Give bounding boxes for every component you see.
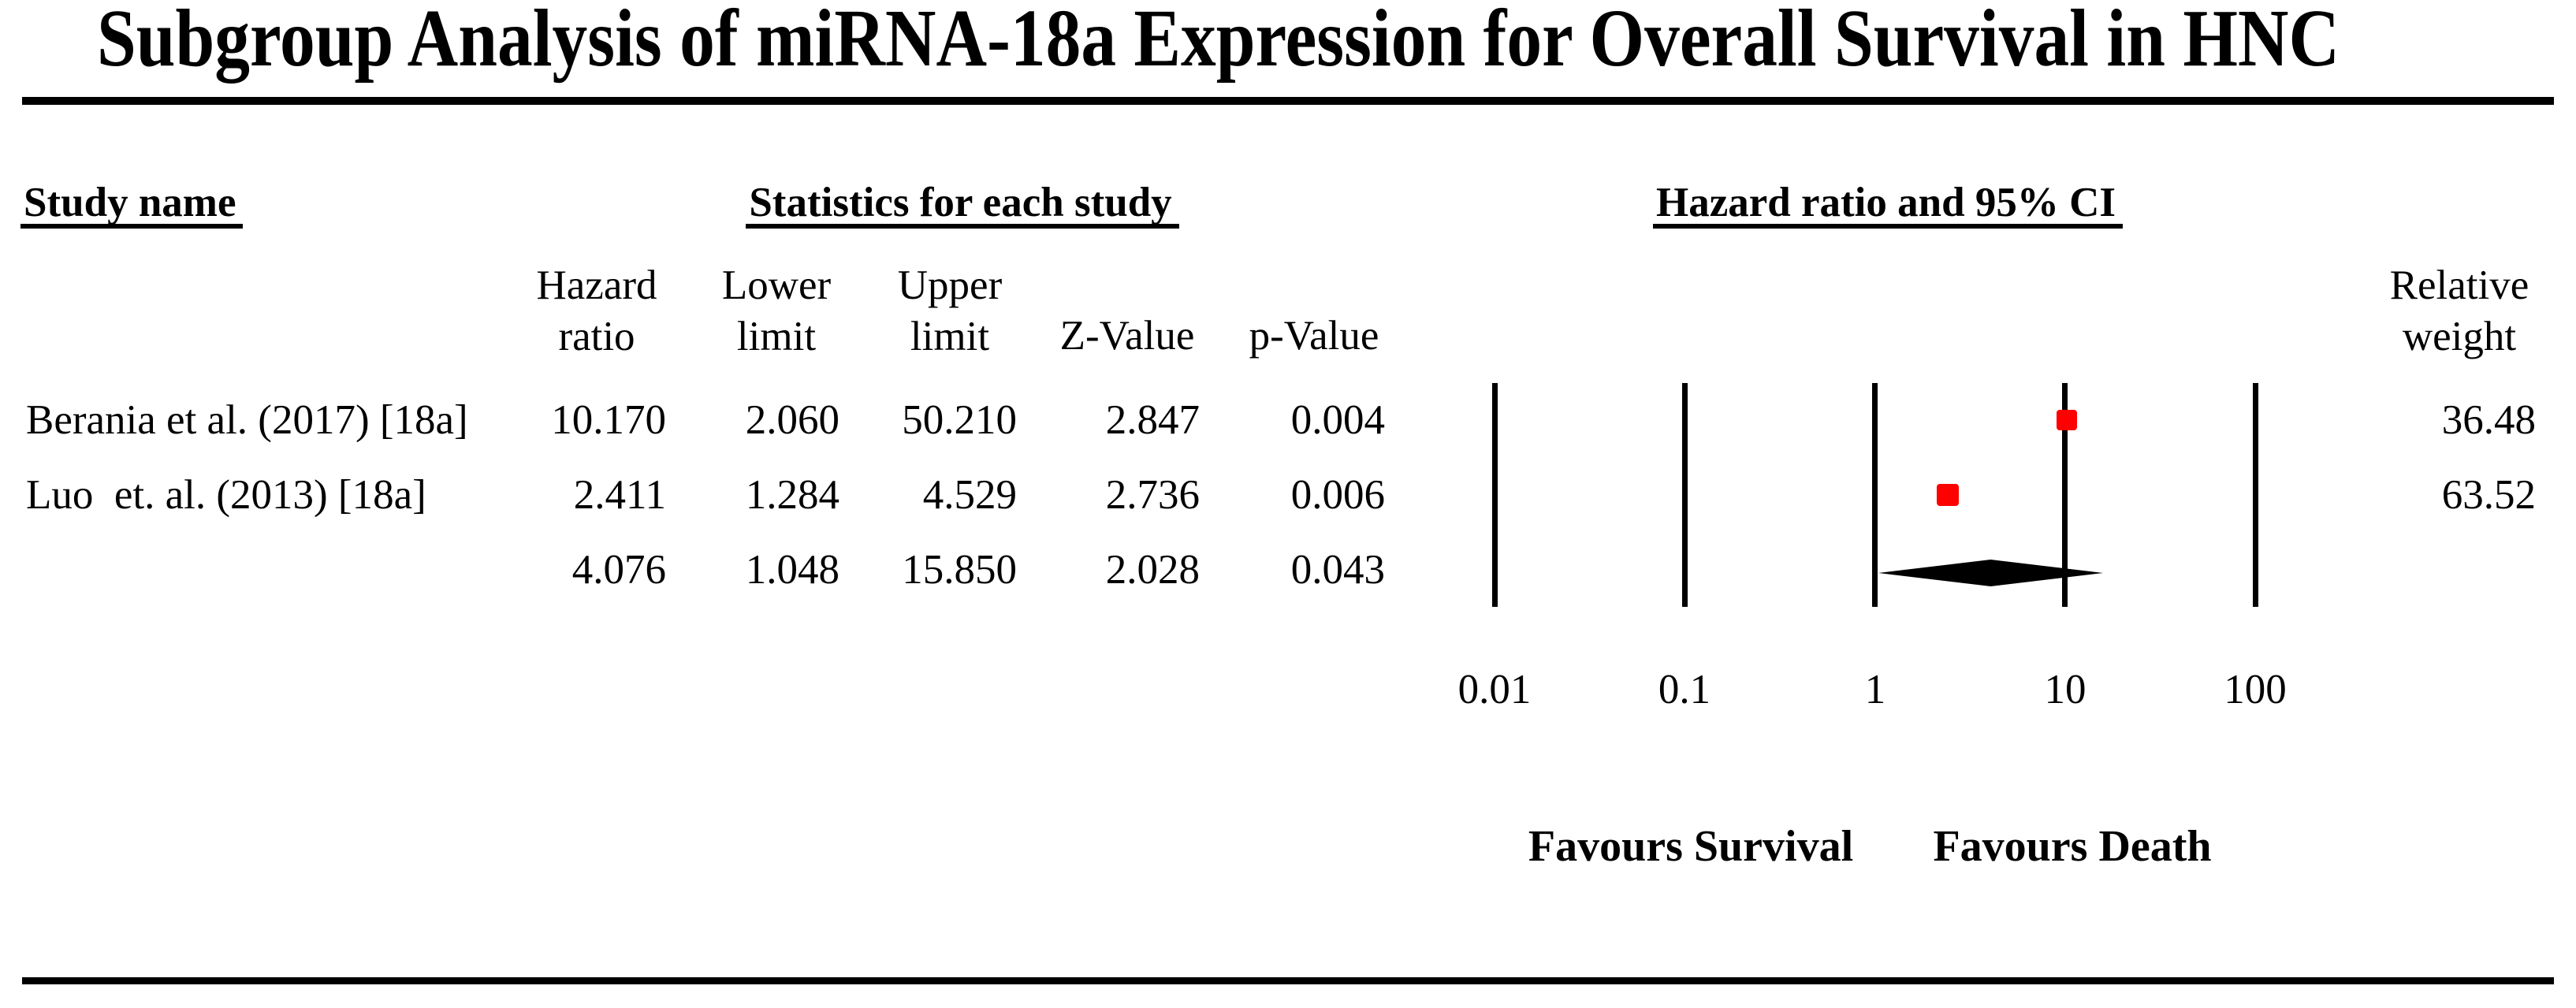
hazard-ratio-cell: 10.170 [551, 397, 666, 443]
axis-tick-label: 0.01 [1457, 667, 1532, 712]
statistics-header-text: Statistics for each study [746, 182, 1179, 229]
column-header-line: Hazard [536, 262, 657, 308]
z-value-cell: 2.028 [1105, 547, 1200, 593]
study-marker [1937, 484, 1959, 506]
column-header-hazard-ratio: Hazard ratio [510, 260, 683, 363]
column-header-line: Upper [897, 262, 1003, 308]
column-header-z-value: Z-Value [1059, 313, 1195, 359]
table-row: Luo et. al. (2013) [18a] 2.411 1.284 4.529 2… [0, 474, 2576, 519]
z-value-cell: 2.736 [1105, 472, 1200, 518]
p-value-cell: 0.043 [1290, 547, 1385, 593]
study-marker [2057, 410, 2077, 430]
column-header-lower-limit: Lower limit [690, 260, 863, 363]
lower-limit-cell: 1.284 [745, 472, 839, 518]
z-value-cell: 2.847 [1105, 397, 1200, 443]
column-header-relative-weight: Relative weight [2381, 260, 2538, 363]
axis-gridline [1492, 383, 1498, 607]
hazard-ci-header-text: Hazard ratio and 95% CI [1653, 182, 2123, 229]
summary-diamond [1878, 560, 2103, 586]
study-name-header: Study name [20, 182, 244, 229]
axis-gridline [2253, 383, 2258, 607]
top-rule [22, 97, 2554, 105]
study-name-cell: Berania et al. (2017) [18a] [26, 397, 468, 443]
column-header-line: limit [736, 314, 817, 359]
upper-limit-cell: 50.210 [902, 397, 1017, 443]
upper-limit-cell: 4.529 [922, 472, 1017, 518]
column-header-line: limit [910, 314, 990, 359]
study-name-header-text: Study name [20, 182, 244, 229]
column-header-line: Relative [2389, 262, 2529, 308]
axis-gridline [2062, 383, 2068, 607]
column-header-upper-limit: Upper limit [863, 260, 1037, 363]
p-value-cell: 0.006 [1290, 472, 1385, 518]
axis-tick-label: 0.1 [1658, 667, 1711, 712]
hazard-ci-header: Hazard ratio and 95% CI [1651, 182, 2124, 229]
figure-title: Subgroup Analysis of miRNA-18a Expressio… [97, 0, 2340, 84]
upper-limit-cell: 15.850 [902, 547, 1017, 593]
table-row: Berania et al. (2017) [18a] 10.170 2.060 50… [0, 400, 2576, 444]
study-name-cell: Luo et. al. (2013) [18a] [26, 472, 426, 518]
hazard-ratio-cell: 4.076 [571, 547, 666, 593]
axis-gridline [1682, 383, 1688, 607]
axis-tick-label: 1 [1864, 667, 1886, 712]
axis-tick-label: 100 [2224, 667, 2287, 712]
axis-gridline [1872, 383, 1878, 607]
column-header-line: ratio [558, 314, 635, 359]
relative-weight-cell: 63.52 [2441, 472, 2536, 518]
axis-tick-label: 10 [2044, 667, 2086, 712]
lower-limit-cell: 2.060 [745, 397, 839, 443]
favours-survival-label: Favours Survival [1528, 822, 1854, 871]
statistics-header: Statistics for each study [726, 182, 1199, 229]
column-header-p-value: p-Value [1249, 313, 1379, 359]
favours-death-label: Favours Death [1933, 822, 2212, 871]
column-header-line: weight [2402, 314, 2517, 359]
lower-limit-cell: 1.048 [745, 547, 839, 593]
relative-weight-cell: 36.48 [2441, 397, 2536, 443]
table-row: 4.076 1.048 15.850 2.028 0.043 [0, 549, 2576, 593]
p-value-cell: 0.004 [1290, 397, 1385, 443]
hazard-ratio-cell: 2.411 [573, 472, 666, 518]
column-header-line: Lower [721, 262, 832, 308]
bottom-rule [22, 977, 2554, 984]
